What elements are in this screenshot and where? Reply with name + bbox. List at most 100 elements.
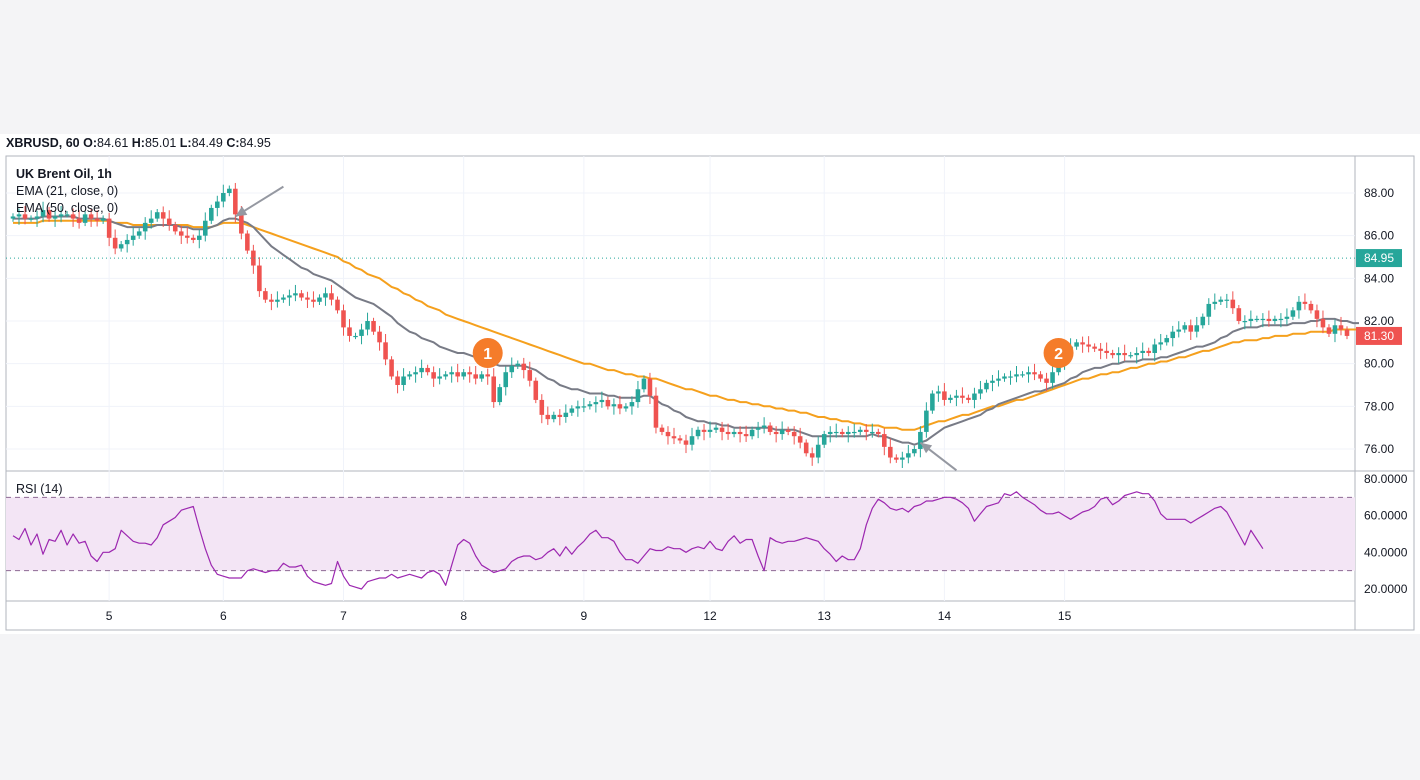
candle bbox=[425, 364, 430, 376]
candle bbox=[1266, 310, 1272, 327]
candle-body bbox=[845, 431, 851, 435]
candle bbox=[725, 423, 731, 440]
candle bbox=[1338, 316, 1344, 336]
candle bbox=[118, 241, 124, 252]
candle bbox=[1146, 347, 1151, 357]
candle-body bbox=[509, 365, 515, 373]
candle-body bbox=[413, 372, 418, 375]
candle bbox=[1272, 315, 1278, 325]
candle bbox=[623, 403, 629, 412]
candle bbox=[1014, 366, 1019, 383]
candle bbox=[389, 356, 394, 380]
candle-body bbox=[1032, 372, 1037, 375]
candle bbox=[112, 229, 118, 255]
candle bbox=[809, 447, 815, 466]
candle-body bbox=[287, 295, 292, 298]
candle-body bbox=[299, 293, 304, 298]
price-chart[interactable]: 88.00 86.00 84.00 82.00 80.00 78.00 76.00 80.0… bbox=[0, 134, 1420, 634]
rsi-tick-label: 80.0000 bbox=[1364, 472, 1408, 486]
candle bbox=[142, 217, 148, 240]
candle-body bbox=[245, 233, 250, 251]
candle-body bbox=[1050, 372, 1055, 383]
candle bbox=[263, 287, 268, 303]
candle bbox=[515, 360, 521, 369]
candle bbox=[617, 395, 623, 415]
candle-body bbox=[1218, 299, 1224, 302]
high-label: H: bbox=[131, 136, 145, 150]
candle bbox=[82, 211, 88, 227]
candle-body bbox=[407, 374, 412, 377]
candle bbox=[521, 357, 527, 379]
candle-body bbox=[184, 235, 190, 238]
candle-body bbox=[1074, 342, 1079, 347]
candle-body bbox=[593, 402, 599, 405]
rsi-band bbox=[6, 496, 1355, 572]
candle-body bbox=[605, 399, 611, 407]
candle bbox=[701, 424, 707, 441]
price-tick-label: 84.00 bbox=[1364, 271, 1394, 285]
candle bbox=[647, 372, 653, 404]
candle-body bbox=[461, 372, 466, 377]
candle-body bbox=[16, 214, 22, 217]
candle bbox=[1002, 373, 1007, 382]
candle bbox=[130, 227, 136, 246]
candle-body bbox=[1086, 344, 1091, 347]
candle-body bbox=[1188, 325, 1194, 332]
candle bbox=[431, 366, 436, 387]
candle bbox=[1044, 372, 1049, 392]
candle bbox=[1230, 291, 1236, 314]
candle-body bbox=[1128, 355, 1133, 357]
candle bbox=[749, 426, 755, 440]
candle bbox=[178, 225, 184, 244]
candle-body bbox=[882, 434, 887, 447]
candle bbox=[587, 401, 593, 410]
candle-body bbox=[623, 406, 629, 409]
candle bbox=[731, 428, 737, 438]
candle bbox=[359, 323, 364, 345]
candle bbox=[1308, 300, 1314, 314]
candle-body bbox=[22, 214, 28, 219]
candle bbox=[509, 357, 515, 378]
candle-body bbox=[954, 395, 959, 398]
candle bbox=[323, 287, 328, 306]
candle-body bbox=[395, 376, 400, 385]
candle-body bbox=[1002, 376, 1007, 379]
candle-body bbox=[984, 382, 989, 390]
candlesticks bbox=[10, 182, 1350, 468]
candle-body bbox=[275, 299, 280, 302]
candle bbox=[1344, 326, 1350, 340]
price-tick-label: 82.00 bbox=[1364, 314, 1394, 328]
candle-body bbox=[1110, 353, 1115, 356]
candle-body bbox=[521, 363, 527, 371]
candle bbox=[821, 430, 827, 448]
candle-body bbox=[1314, 310, 1320, 319]
candle-body bbox=[876, 431, 881, 435]
time-tick-label: 5 bbox=[106, 609, 113, 623]
candle bbox=[713, 424, 719, 433]
candle-body bbox=[1326, 327, 1332, 334]
candle bbox=[797, 427, 803, 449]
candle-body bbox=[82, 214, 88, 223]
candle-body bbox=[611, 404, 617, 407]
candle-body bbox=[1044, 378, 1049, 383]
candle-body bbox=[269, 299, 274, 302]
candle bbox=[948, 394, 953, 404]
candle bbox=[1320, 310, 1326, 334]
candle-body bbox=[978, 389, 983, 394]
candle bbox=[413, 366, 418, 383]
candle bbox=[419, 359, 424, 378]
candle bbox=[287, 289, 292, 306]
candle bbox=[1302, 293, 1308, 310]
time-tick-label: 7 bbox=[340, 609, 347, 623]
candle bbox=[803, 439, 809, 457]
candle bbox=[773, 426, 779, 443]
candle bbox=[1176, 321, 1182, 338]
candle-body bbox=[1230, 299, 1236, 309]
candle-body bbox=[761, 425, 767, 428]
candle bbox=[455, 363, 460, 383]
candle-body bbox=[1014, 374, 1019, 377]
candle bbox=[281, 294, 286, 303]
candle bbox=[166, 210, 172, 231]
candle bbox=[1122, 344, 1127, 361]
candle bbox=[1158, 334, 1164, 351]
